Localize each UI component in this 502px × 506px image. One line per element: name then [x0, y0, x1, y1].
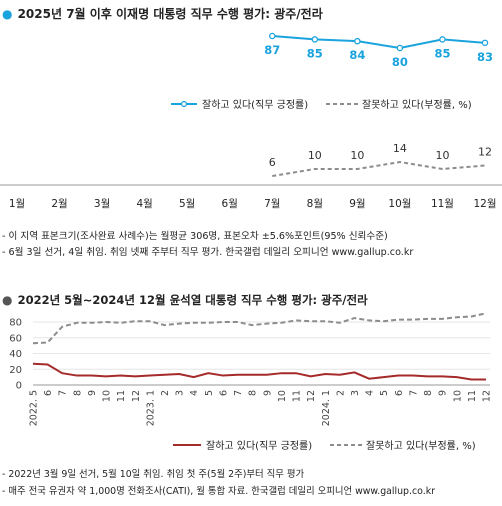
y-tick-label: 0	[16, 381, 22, 392]
top-notes: - 이 지역 표본크기(조사완료 사례수)는 월평균 306명, 표본오차 ±5…	[2, 229, 500, 261]
x-tick-label: 8	[423, 390, 434, 396]
x-tick-label: 9	[87, 390, 98, 396]
positive-data-label: 80	[392, 55, 408, 69]
x-tick-label: 4	[189, 390, 200, 396]
x-tick-label: 12월	[473, 198, 496, 210]
x-tick-label: 12	[482, 390, 493, 402]
x-tick-label: 2	[160, 390, 171, 396]
x-tick-label: 5	[379, 390, 390, 396]
positive-series-line	[272, 35, 486, 50]
y-tick-label: 20	[9, 365, 22, 376]
bullet-icon: ●	[2, 7, 13, 21]
x-tick-label: 7	[408, 390, 419, 396]
negative-data-label: 10	[350, 149, 364, 162]
top-note-2: - 6월 3일 선거, 4일 취임. 취임 넷째 주부터 직무 평가. 한국갤럽…	[2, 247, 414, 258]
x-tick-label: 5	[204, 390, 215, 396]
bottom-notes: - 2022년 3월 9일 선거, 5월 10일 취임. 취임 첫 주(5월 2…	[2, 466, 500, 500]
x-tick-label: 9	[438, 390, 449, 396]
negative-data-label: 14	[393, 142, 407, 155]
positive-point	[311, 36, 319, 43]
x-tick-label: 8월	[307, 198, 323, 210]
bottom-note-2: - 매주 전국 유권자 약 1,000명 전화조사(CATI), 월 통합 자료…	[2, 486, 435, 497]
legend-line-negative-icon	[330, 444, 362, 446]
positive-point	[396, 44, 404, 52]
x-tick-label: 6	[394, 390, 405, 396]
x-tick-label: 10	[452, 390, 463, 402]
x-tick-label: 9	[262, 390, 273, 396]
positive-data-label: 87	[264, 43, 280, 57]
x-tick-label: 6	[218, 390, 229, 396]
x-tick-label: 3	[350, 390, 361, 396]
legend-line-positive-icon	[173, 444, 201, 446]
top-note-1: - 이 지역 표본크기(조사완료 사례수)는 월평균 306명, 표본오차 ±5…	[2, 231, 388, 242]
x-tick-label: 7	[233, 390, 244, 396]
x-tick-label: 7	[58, 390, 69, 396]
positive-data-label: 83	[477, 50, 493, 64]
bullet-icon: ●	[2, 293, 13, 307]
x-tick-label: 4	[365, 390, 376, 396]
top-title-text: 2025년 7월 이후 이재명 대통령 직무 수행 평가: 광주/전라	[17, 7, 323, 21]
x-tick-label: 7월	[264, 198, 280, 210]
x-tick-label: 6월	[222, 198, 238, 210]
top-title: ● 2025년 7월 이후 이재명 대통령 직무 수행 평가: 광주/전라	[2, 3, 323, 21]
legend-negative-label: 잘못하고 있다(부정률, %)	[366, 441, 476, 452]
x-tick-label: 1월	[9, 198, 25, 210]
x-tick-label: 5월	[179, 198, 195, 210]
y-tick-label: 80	[9, 318, 22, 329]
negative-series-line	[32, 312, 487, 345]
y-tick-label: 60	[9, 333, 22, 344]
positive-series-line	[32, 362, 486, 381]
x-tick-label: 4월	[136, 198, 152, 210]
x-tick-label: 11월	[431, 198, 454, 210]
x-tick-label: 3월	[94, 198, 110, 210]
bottom-title: ● 2022년 5월~2024년 12월 윤석열 대통령 직무 수행 평가: 광…	[2, 289, 368, 307]
legend-negative-label: 잘못하고 있다(부정률, %)	[362, 100, 472, 111]
x-tick-label: 2월	[51, 198, 67, 210]
bottom-note-1: - 2022년 3월 9일 선거, 5월 10일 취임. 취임 첫 주(5월 2…	[2, 469, 305, 480]
legend-positive-label: 잘하고 있다(직무 긍정률)	[202, 100, 309, 111]
x-tick-label: 2024. 1	[321, 390, 332, 426]
x-tick-label: 11	[292, 390, 303, 402]
x-tick-label: 3	[175, 390, 186, 396]
x-tick-label: 12	[306, 390, 317, 402]
negative-data-label: 10	[308, 149, 322, 162]
positive-data-label: 84	[349, 48, 365, 62]
bottom-legend: 잘하고 있다(직무 긍정률) 잘못하고 있다(부정률, %)	[172, 437, 500, 453]
positive-point	[481, 39, 489, 47]
x-tick-label: 10	[277, 390, 288, 402]
positive-data-label: 85	[434, 46, 450, 60]
x-tick-label: 2022. 5	[29, 390, 40, 426]
negative-data-label: 12	[478, 146, 492, 159]
negative-data-label: 10	[435, 149, 449, 162]
x-tick-label: 11	[116, 390, 127, 402]
top-legend: 잘하고 있다(직무 긍정률) 잘못하고 있다(부정률, %)	[170, 96, 500, 112]
legend-line-negative-icon	[326, 103, 358, 105]
x-tick-label: 8	[72, 390, 83, 396]
positive-point	[354, 37, 361, 45]
x-tick-label: 10월	[388, 198, 411, 210]
positive-data-label: 85	[307, 46, 323, 60]
x-tick-label: 9월	[349, 198, 365, 210]
legend-line-positive-icon	[171, 100, 197, 108]
y-tick-label: 40	[9, 349, 22, 360]
top-chart: 1월 2월 3월 4월 5월 6월 7월 8월 9월 10월 11월 12월 87 85 84 80 85 83 6…	[0, 32, 502, 210]
x-tick-label: 2023. 1	[145, 390, 156, 426]
legend-positive-label: 잘하고 있다(직무 긍정률)	[206, 441, 313, 452]
positive-point	[269, 32, 276, 40]
x-tick-label: 11	[467, 390, 478, 402]
x-tick-label: 12	[131, 390, 142, 402]
bottom-title-text: 2022년 5월~2024년 12월 윤석열 대통령 직무 수행 평가: 광주/…	[17, 293, 368, 307]
x-tick-label: 6	[43, 390, 54, 396]
x-tick-label: 10	[102, 390, 113, 402]
x-tick-label: 2	[335, 390, 346, 396]
x-tick-label: 8	[248, 390, 259, 396]
negative-series-line	[272, 160, 486, 177]
negative-data-label: 6	[269, 156, 276, 169]
positive-point	[439, 36, 446, 43]
